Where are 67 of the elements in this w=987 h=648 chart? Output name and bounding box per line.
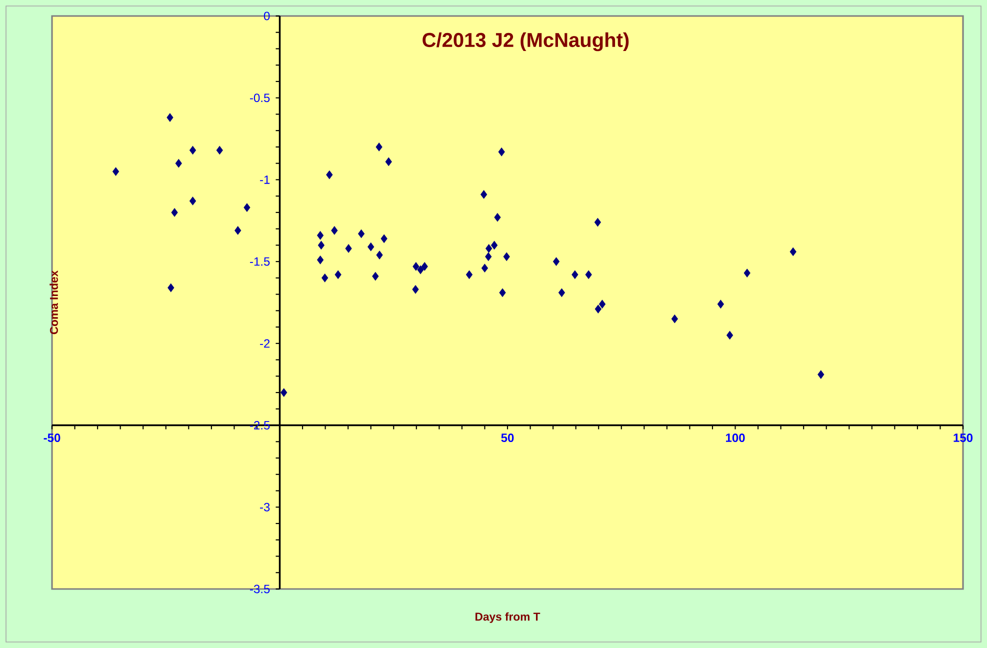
point [358, 229, 365, 238]
point [317, 231, 324, 240]
point [744, 268, 750, 278]
point [345, 244, 352, 253]
y-tick-label: -3.5 [250, 584, 270, 594]
point [112, 167, 120, 176]
y-axis-title: Coma Index [50, 270, 58, 334]
point [790, 247, 796, 256]
point [671, 314, 678, 324]
x-tick-label: 50 [501, 434, 514, 442]
point [175, 159, 182, 168]
point [726, 330, 734, 340]
point [376, 142, 382, 152]
point [572, 270, 578, 279]
point [558, 288, 565, 297]
text: C/2013 J2 (McNaught) [422, 32, 629, 52]
point [216, 146, 223, 155]
point [598, 300, 606, 308]
point [485, 252, 492, 261]
y-tick-label: -2 [260, 339, 270, 348]
point [380, 234, 388, 243]
point [412, 262, 420, 271]
point [372, 272, 379, 281]
point [334, 270, 342, 279]
point [280, 388, 288, 397]
point [486, 244, 492, 253]
point [594, 218, 601, 227]
y-tick-label: -0.5 [250, 94, 270, 102]
y-tick-label: -1 [260, 176, 270, 184]
x-tick-label: 100 [726, 434, 745, 442]
point [168, 283, 174, 292]
point [318, 240, 324, 250]
x-tick-label: 150 [954, 434, 973, 442]
point [480, 190, 488, 199]
point [322, 274, 328, 282]
x-tick-label: -50 [44, 434, 60, 442]
point [326, 170, 333, 180]
point [331, 226, 338, 235]
point [498, 148, 505, 156]
point [171, 208, 178, 217]
point [189, 146, 196, 155]
y-tick-label: 0 [264, 12, 270, 20]
y-tick-label: -1.5 [250, 257, 270, 266]
point [412, 285, 419, 294]
point [234, 226, 242, 235]
point [421, 262, 428, 271]
y-tick-label: -3 [260, 502, 270, 512]
point [585, 270, 592, 279]
point [494, 213, 501, 222]
point [552, 257, 560, 266]
point [491, 240, 498, 250]
point [594, 304, 602, 314]
point [717, 300, 724, 308]
x-axis-title: Days from T [476, 612, 540, 623]
point [376, 250, 383, 260]
point [189, 196, 196, 206]
point [481, 264, 488, 272]
point [166, 113, 174, 122]
point [499, 288, 506, 297]
point [417, 265, 424, 274]
point [317, 256, 324, 264]
point [818, 370, 824, 379]
point [503, 252, 510, 261]
point [368, 242, 374, 252]
point [466, 270, 473, 279]
point [244, 203, 250, 212]
point [385, 157, 392, 166]
